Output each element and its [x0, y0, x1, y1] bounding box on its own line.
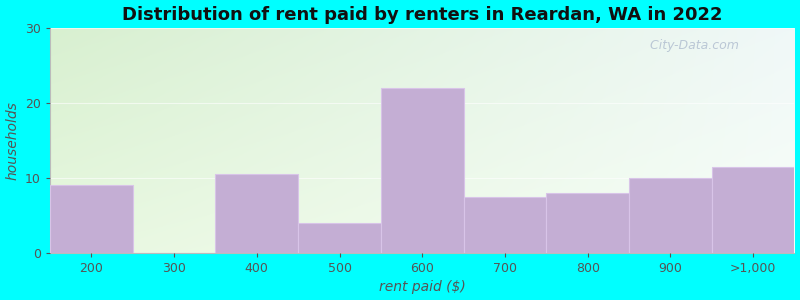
- Title: Distribution of rent paid by renters in Reardan, WA in 2022: Distribution of rent paid by renters in …: [122, 6, 722, 24]
- Bar: [50, 185, 133, 253]
- Bar: [629, 178, 712, 253]
- Bar: [215, 174, 298, 253]
- X-axis label: rent paid ($): rent paid ($): [379, 280, 466, 294]
- Bar: [712, 167, 794, 253]
- Bar: [381, 88, 463, 253]
- Bar: [463, 196, 546, 253]
- Bar: [298, 223, 381, 253]
- Text: City-Data.com: City-Data.com: [646, 39, 738, 52]
- Bar: [546, 193, 629, 253]
- Y-axis label: households: households: [6, 101, 19, 180]
